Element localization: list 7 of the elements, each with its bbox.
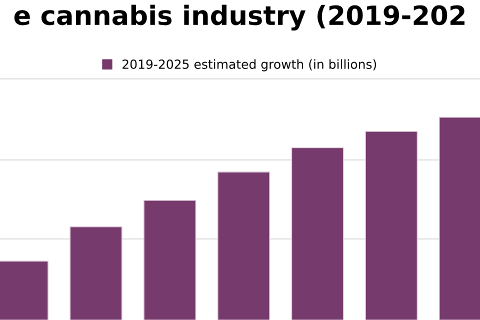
bar [217,172,270,320]
legend-label: 2019-2025 estimated growth (in billions) [122,59,376,72]
chart-title: e cannabis industry (2019-202 [14,4,464,31]
bar [291,147,344,320]
bar [70,226,122,320]
bar [365,131,418,320]
bar [144,200,196,320]
